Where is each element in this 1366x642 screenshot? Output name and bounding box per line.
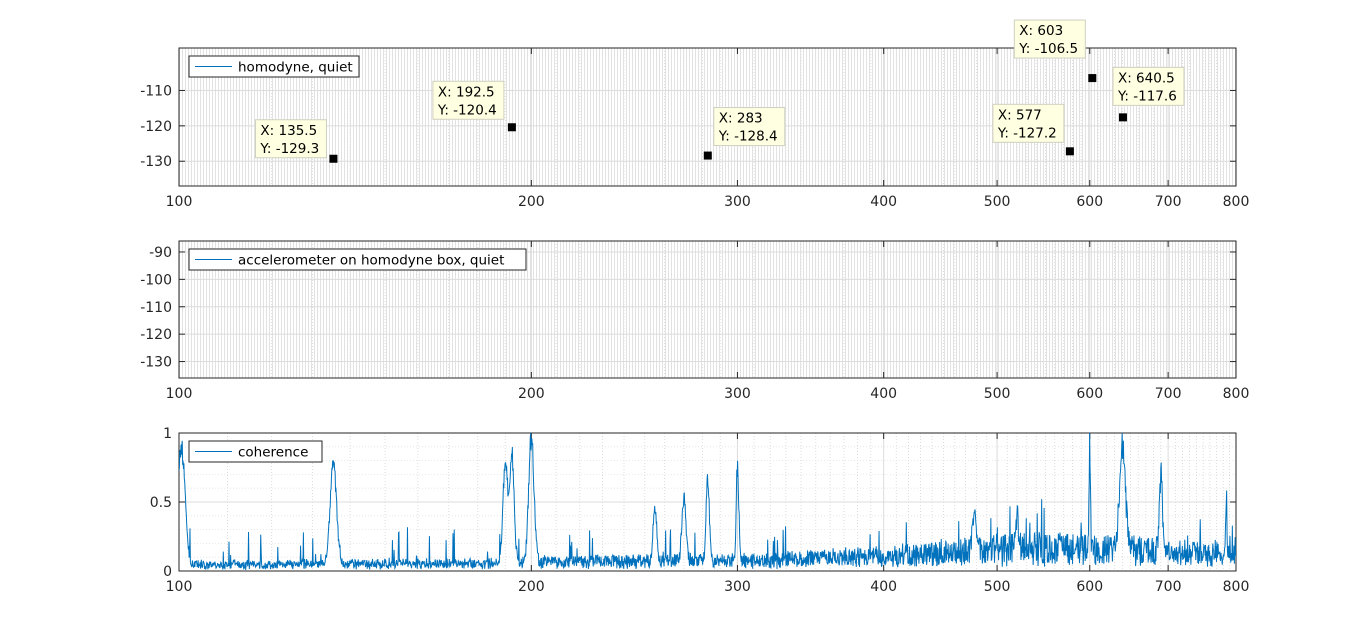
subplot-3: 100 200 300 400 500 600 700 800 0 0.5 1 coherence bbox=[150, 426, 1250, 595]
legend: coherence bbox=[188, 440, 323, 463]
series-line bbox=[179, 433, 1236, 571]
data-tip-x: X: 603 bbox=[1019, 23, 1063, 39]
x-tick-label: 500 bbox=[984, 386, 1011, 402]
y-tick-label: -130 bbox=[140, 154, 172, 170]
x-tick-label: 400 bbox=[870, 386, 897, 402]
x-tick-label: 600 bbox=[1076, 579, 1103, 595]
data-tip[interactable]: X: 192.5 Y: -120.4 bbox=[432, 80, 516, 132]
x-tick-label: 800 bbox=[1223, 579, 1250, 595]
y-tick-label: -100 bbox=[140, 272, 172, 288]
x-tick-label: 700 bbox=[1155, 579, 1182, 595]
x-tick-label: 700 bbox=[1155, 194, 1182, 210]
x-tick-label: 300 bbox=[724, 194, 751, 210]
y-tick-label: -110 bbox=[140, 300, 172, 316]
data-tip[interactable]: X: 577 Y: -127.2 bbox=[992, 103, 1074, 156]
data-tip[interactable]: X: 135.5 Y: -129.3 bbox=[254, 119, 338, 163]
x-tick-label: 300 bbox=[724, 579, 751, 595]
axes-box bbox=[178, 47, 1237, 187]
x-tick-label: 400 bbox=[870, 579, 897, 595]
x-tick-label: 700 bbox=[1155, 386, 1182, 402]
data-tip-box bbox=[254, 119, 327, 159]
data-tip-marker bbox=[1088, 74, 1097, 83]
grid bbox=[178, 240, 1237, 379]
data-tip-y: Y: -117.6 bbox=[1117, 88, 1177, 104]
y-tick-label: -120 bbox=[140, 327, 172, 343]
data-tip[interactable]: X: 603 Y: -106.5 bbox=[1013, 19, 1097, 83]
data-tip-marker bbox=[507, 123, 516, 132]
data-tip-box bbox=[992, 103, 1065, 143]
subplot-1: 100 200 300 400 500 600 700 800 -130 -120 -110 homo… bbox=[140, 19, 1250, 210]
y-tick-label: -110 bbox=[140, 83, 172, 99]
grid bbox=[178, 47, 1237, 187]
data-tip[interactable]: X: 283 Y: -128.4 bbox=[703, 107, 786, 160]
x-tick-label: 800 bbox=[1223, 386, 1250, 402]
data-tip-marker bbox=[1118, 113, 1127, 122]
data-tip-box bbox=[432, 80, 505, 120]
axes-box bbox=[178, 240, 1237, 379]
x-tick-label: 100 bbox=[166, 386, 193, 402]
subplot-2: 100 200 300 400 500 600 700 800 -130 -120 -110 -100… bbox=[140, 240, 1250, 402]
data-tip-x: X: 192.5 bbox=[438, 84, 495, 100]
data-tip-y: Y: -129.3 bbox=[259, 141, 319, 157]
legend: homodyne, quiet bbox=[188, 55, 360, 78]
x-tick-label: 500 bbox=[984, 579, 1011, 595]
data-tip-y: Y: -120.4 bbox=[437, 102, 497, 118]
y-tick-label: 1 bbox=[163, 426, 172, 442]
x-tick-label: 200 bbox=[518, 579, 545, 595]
data-tip-y: Y: -128.4 bbox=[718, 129, 778, 145]
data-tip-box bbox=[1112, 66, 1185, 106]
legend-label: coherence bbox=[238, 445, 308, 461]
x-tick-label: 300 bbox=[724, 386, 751, 402]
data-tip-marker bbox=[329, 154, 338, 163]
data-tip-x: X: 577 bbox=[998, 107, 1042, 123]
x-tick-label: 400 bbox=[870, 194, 897, 210]
data-tip-x: X: 640.5 bbox=[1118, 70, 1175, 86]
data-tip-box bbox=[1013, 19, 1086, 59]
x-tick-label: 800 bbox=[1223, 194, 1250, 210]
y-tick-label: -120 bbox=[140, 119, 172, 135]
x-tick-label: 200 bbox=[518, 386, 545, 402]
y-tick-label: -90 bbox=[149, 245, 172, 261]
data-tip-marker bbox=[1065, 147, 1074, 156]
x-tick-label: 500 bbox=[984, 194, 1011, 210]
legend-label: accelerometer on homodyne box, quiet bbox=[238, 253, 504, 269]
data-tip-x: X: 283 bbox=[719, 111, 763, 127]
data-tip[interactable]: X: 640.5 Y: -117.6 bbox=[1112, 66, 1185, 122]
legend-label: homodyne, quiet bbox=[238, 60, 353, 76]
data-tip-x: X: 135.5 bbox=[260, 123, 317, 139]
x-tick-label: 600 bbox=[1076, 194, 1103, 210]
x-tick-label: 100 bbox=[166, 194, 193, 210]
legend: accelerometer on homodyne box, quiet bbox=[188, 248, 527, 271]
data-tip-marker bbox=[703, 151, 712, 160]
data-tip-box bbox=[713, 107, 786, 147]
data-tip-y: Y: -106.5 bbox=[1018, 41, 1078, 57]
data-tip-y: Y: -127.2 bbox=[997, 125, 1057, 141]
x-tick-label: 600 bbox=[1076, 386, 1103, 402]
y-tick-label: -130 bbox=[140, 355, 172, 371]
y-tick-label: 0.5 bbox=[150, 495, 172, 511]
x-tick-label: 200 bbox=[518, 194, 545, 210]
y-tick-label: 0 bbox=[163, 564, 172, 580]
x-tick-label: 100 bbox=[166, 579, 193, 595]
